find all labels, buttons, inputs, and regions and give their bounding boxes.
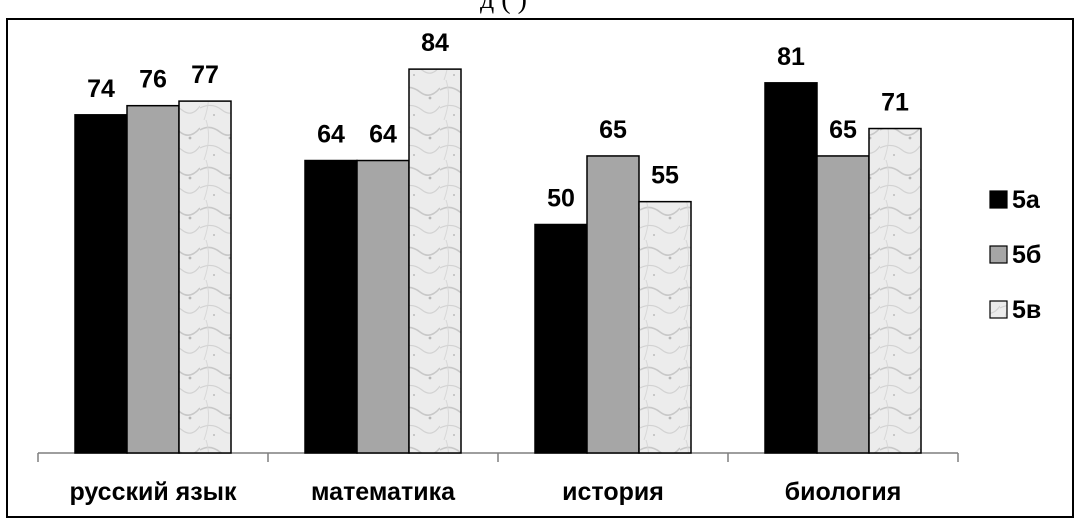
legend-swatch-5а: [989, 190, 1008, 209]
x-tick-label: русский язык: [69, 478, 237, 506]
data-label: 65: [599, 116, 627, 144]
bar-5в-1: [408, 68, 462, 454]
data-label: 76: [139, 66, 167, 94]
data-label: 84: [421, 29, 449, 57]
x-tick-label: математика: [311, 478, 456, 506]
data-label: 71: [881, 89, 909, 117]
data-label: 81: [777, 43, 805, 71]
legend-label: 5б: [1012, 241, 1041, 269]
x-tick-label: биология: [785, 478, 902, 506]
bar-5б-0: [126, 104, 180, 454]
legend-label: 5а: [1012, 186, 1041, 214]
data-label: 65: [829, 116, 857, 144]
bar-5а-0: [74, 114, 128, 454]
data-label: 64: [369, 121, 397, 149]
bar-5б-3: [816, 155, 870, 454]
data-label: 74: [87, 75, 115, 103]
legend-swatch-5в: [989, 300, 1008, 319]
legend-swatch-5б: [989, 245, 1008, 264]
data-label: 55: [651, 162, 679, 190]
bar-5б-1: [356, 159, 410, 454]
x-tick-label: история: [562, 478, 664, 506]
bar-5в-0: [178, 100, 232, 454]
data-label: 50: [547, 185, 575, 213]
bar-5б-2: [586, 155, 640, 454]
bar-5а-3: [764, 82, 818, 454]
bar-5а-2: [534, 223, 588, 454]
bar-5а-1: [304, 159, 358, 454]
data-label: 64: [317, 121, 345, 149]
data-label: 77: [191, 61, 219, 89]
chart-title-fragment: д ( ): [480, 0, 527, 14]
bar-5в-2: [638, 200, 692, 454]
legend-label: 5в: [1012, 296, 1041, 324]
bar-5в-3: [868, 127, 922, 454]
